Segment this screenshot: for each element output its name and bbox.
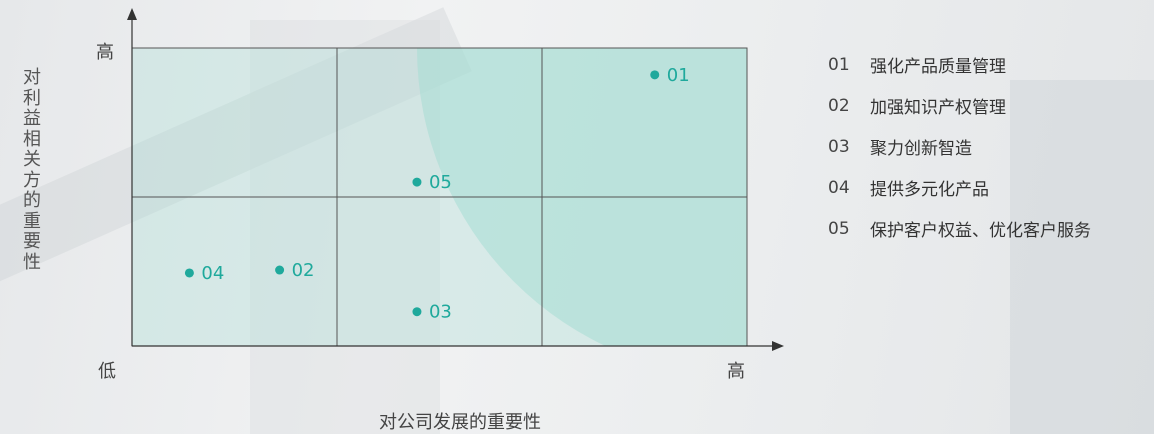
data-point-label: 05: [429, 172, 452, 193]
data-point-label: 03: [429, 302, 452, 323]
legend-number: 01: [828, 54, 850, 75]
data-point: [275, 265, 285, 275]
legend-number: 04: [828, 177, 850, 198]
legend-text: 提供多元化产品: [870, 180, 989, 200]
legend-item: 05 保护客户权益、优化客户服务: [828, 208, 1091, 249]
legend-text: 加强知识产权管理: [870, 98, 1006, 118]
legend-text: 强化产品质量管理: [870, 57, 1006, 77]
data-point: [412, 177, 422, 187]
background-column: [250, 20, 440, 434]
data-point: [412, 307, 422, 317]
y-axis-arrow: [127, 8, 137, 20]
legend-text: 聚力创新智造: [870, 139, 972, 159]
legend-item: 03 聚力创新智造: [828, 126, 1091, 167]
legend-text: 保护客户权益、优化客户服务: [870, 221, 1091, 241]
legend-number: 02: [828, 95, 850, 116]
y-tick-high: 高: [96, 42, 114, 63]
legend-number: 03: [828, 136, 850, 157]
data-point-label: 04: [201, 263, 224, 284]
x-axis-arrow: [772, 341, 784, 351]
data-point-label: 01: [667, 65, 690, 86]
legend: 01 强化产品质量管理 02 加强知识产权管理 03 聚力创新智造 04 提供多元化产品…: [828, 44, 1091, 249]
legend-item: 04 提供多元化产品: [828, 167, 1091, 208]
x-tick-low: 低: [98, 361, 116, 382]
background-structure: [1010, 80, 1154, 434]
legend-number: 05: [828, 218, 850, 239]
x-axis-label: 对公司发展的重要性: [379, 412, 541, 433]
data-point-label: 02: [292, 260, 315, 281]
legend-item: 01 强化产品质量管理: [828, 44, 1091, 85]
y-axis-label: 对利益相关方的重要性: [23, 67, 41, 273]
data-point: [184, 268, 194, 278]
x-tick-high: 高: [727, 361, 745, 382]
legend-item: 02 加强知识产权管理: [828, 85, 1091, 126]
data-point: [650, 70, 660, 80]
